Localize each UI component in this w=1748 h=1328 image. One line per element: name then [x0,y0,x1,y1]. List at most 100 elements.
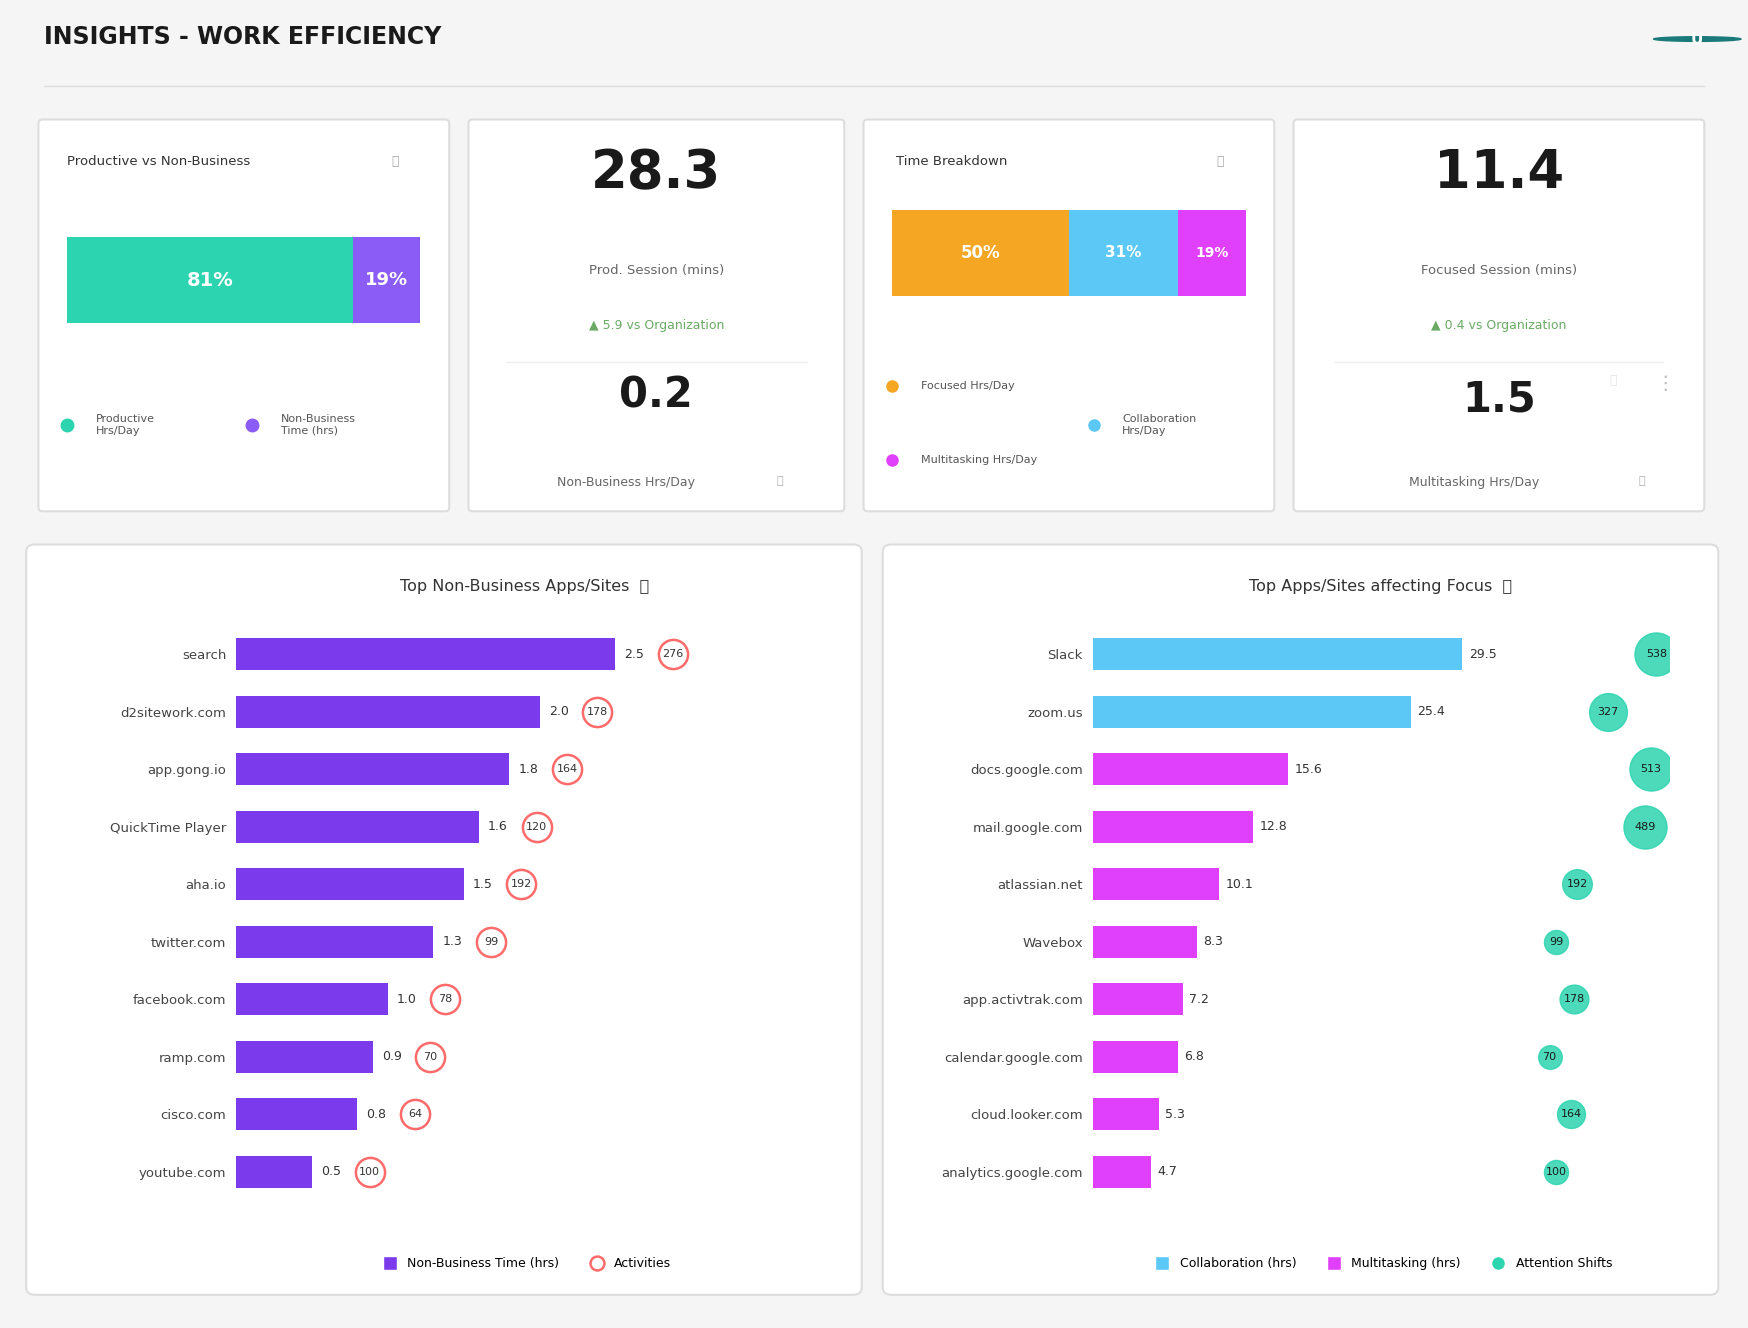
Text: Collaboration
Hrs/Day: Collaboration Hrs/Day [1122,414,1197,436]
Text: 99: 99 [1549,936,1563,947]
Text: ▲ 0.4 vs Organization: ▲ 0.4 vs Organization [1432,319,1566,332]
Text: Multitasking Hrs/Day: Multitasking Hrs/Day [1409,475,1540,489]
Legend: Non-Business Time (hrs), Activities: Non-Business Time (hrs), Activities [372,1252,676,1275]
Bar [1092,984,1183,1015]
Bar [1092,811,1253,842]
Bar [236,811,479,842]
Text: 327: 327 [1598,706,1619,717]
Text: 276: 276 [662,649,683,659]
Text: 11.4: 11.4 [1433,147,1564,199]
Text: 70: 70 [423,1052,437,1062]
Text: 8.3: 8.3 [1203,935,1224,948]
Text: 64: 64 [407,1109,423,1120]
FancyBboxPatch shape [468,120,844,511]
Text: ▲ 5.9 vs Organization: ▲ 5.9 vs Organization [589,319,724,332]
Text: 538: 538 [1647,649,1668,659]
Text: 1.6: 1.6 [488,821,507,833]
Text: 🔔: 🔔 [1610,374,1617,388]
Text: U: U [1690,32,1704,46]
Title: Top Apps/Sites affecting Focus  ⓘ: Top Apps/Sites affecting Focus ⓘ [1250,579,1512,595]
Text: 192: 192 [1566,879,1589,890]
Text: 25.4: 25.4 [1418,705,1446,718]
Text: 100: 100 [358,1167,379,1177]
Bar [1092,753,1288,785]
Text: ⓘ: ⓘ [1638,475,1645,486]
Text: 5.3: 5.3 [1166,1108,1185,1121]
Bar [236,1041,372,1073]
Text: 31%: 31% [1105,246,1141,260]
Text: 1.5: 1.5 [472,878,493,891]
Text: 120: 120 [526,822,547,831]
Text: ⓘ: ⓘ [1217,155,1224,167]
FancyBboxPatch shape [1070,210,1178,296]
FancyBboxPatch shape [883,544,1718,1295]
Text: 2.0: 2.0 [549,705,568,718]
Text: 4.7: 4.7 [1157,1166,1178,1178]
Text: 10.1: 10.1 [1225,878,1253,891]
Text: 7.2: 7.2 [1189,993,1210,1005]
Text: 164: 164 [556,764,577,774]
Text: Time Breakdown: Time Breakdown [897,155,1009,167]
Text: ⋮: ⋮ [1655,374,1675,393]
Bar [236,1155,311,1187]
Text: Productive
Hrs/Day: Productive Hrs/Day [96,414,156,436]
Text: 0.5: 0.5 [322,1166,341,1178]
Text: 19%: 19% [365,271,409,290]
Bar [1092,639,1463,671]
Bar [236,869,463,900]
Text: 78: 78 [439,995,453,1004]
Text: 15.6: 15.6 [1294,762,1321,776]
Text: 1.0: 1.0 [397,993,416,1005]
Text: 99: 99 [484,936,498,947]
Text: 50%: 50% [961,244,1000,262]
FancyBboxPatch shape [26,544,862,1295]
Bar [1092,926,1197,957]
Bar [1092,1098,1159,1130]
FancyBboxPatch shape [38,120,449,511]
Text: Non-Business Hrs/Day: Non-Business Hrs/Day [558,475,696,489]
Text: ⓘ: ⓘ [776,475,783,486]
Bar [1092,869,1218,900]
FancyBboxPatch shape [891,210,1070,296]
Legend: Collaboration (hrs), Multitasking (hrs), Attention Shifts: Collaboration (hrs), Multitasking (hrs),… [1145,1252,1617,1275]
Text: 0.2: 0.2 [619,374,694,416]
Text: Non-Business
Time (hrs): Non-Business Time (hrs) [281,414,357,436]
Text: 70: 70 [1542,1052,1557,1062]
Bar [236,1098,357,1130]
Bar [236,753,509,785]
Text: INSIGHTS - WORK EFFICIENCY: INSIGHTS - WORK EFFICIENCY [44,25,440,49]
FancyBboxPatch shape [1178,210,1246,296]
FancyBboxPatch shape [353,238,421,323]
Text: 28.3: 28.3 [591,147,722,199]
Bar [236,984,388,1015]
Text: 489: 489 [1634,822,1655,831]
Title: Top Non-Business Apps/Sites  ⓘ: Top Non-Business Apps/Sites ⓘ [400,579,649,595]
Text: Productive vs Non-Business: Productive vs Non-Business [66,155,250,167]
Bar [236,696,540,728]
Text: Multitasking Hrs/Day: Multitasking Hrs/Day [921,456,1037,465]
Text: 0.9: 0.9 [381,1050,402,1064]
Text: 513: 513 [1640,764,1661,774]
Text: 178: 178 [587,706,608,717]
Text: 81%: 81% [187,271,234,290]
Text: 19%: 19% [1196,246,1229,260]
Bar [1092,1041,1178,1073]
Text: 6.8: 6.8 [1183,1050,1204,1064]
Text: ⓘ: ⓘ [392,155,399,167]
Text: 1.5: 1.5 [1461,378,1536,420]
Text: 100: 100 [1545,1167,1566,1177]
Text: Focused Session (mins): Focused Session (mins) [1421,264,1577,278]
FancyBboxPatch shape [1294,120,1704,511]
Bar [1092,696,1411,728]
Circle shape [1654,37,1741,41]
Bar [1092,1155,1152,1187]
Text: Prod. Session (mins): Prod. Session (mins) [589,264,724,278]
Text: 12.8: 12.8 [1259,821,1287,833]
Text: 2.5: 2.5 [624,648,645,660]
Bar [236,639,615,671]
Bar [236,926,434,957]
Text: 1.8: 1.8 [519,762,538,776]
Text: 192: 192 [510,879,531,890]
Text: 1.3: 1.3 [442,935,461,948]
Text: 0.8: 0.8 [367,1108,386,1121]
